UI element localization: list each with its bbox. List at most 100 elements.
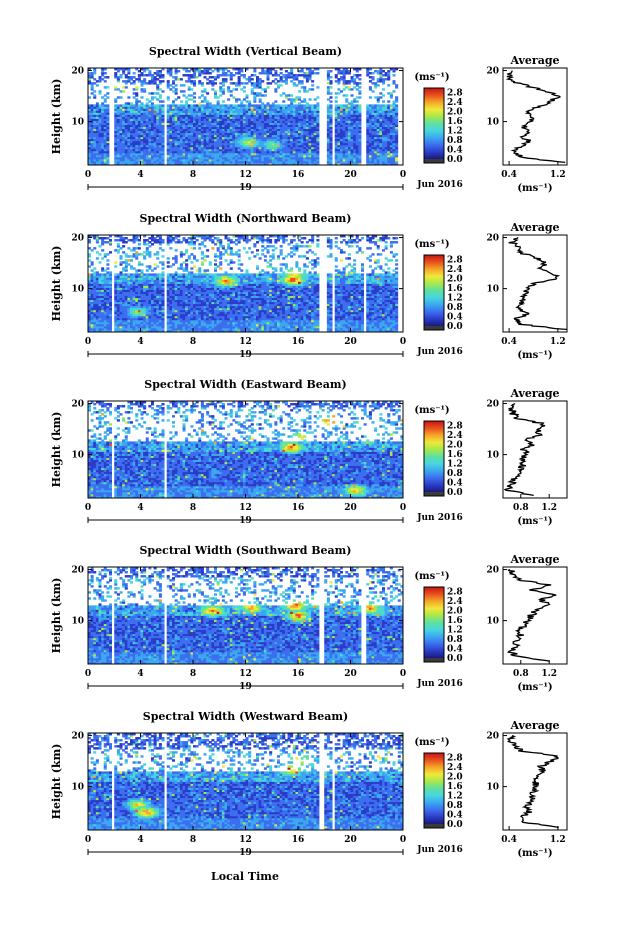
heatmap-cell bbox=[345, 104, 349, 107]
heatmap-cell bbox=[193, 152, 197, 156]
heatmap-cell bbox=[106, 271, 110, 274]
heatmap-cell bbox=[103, 122, 107, 125]
heatmap-cell bbox=[103, 158, 107, 162]
heatmap-cell bbox=[88, 313, 92, 317]
heatmap-cell bbox=[253, 152, 257, 156]
heatmap-cell bbox=[106, 120, 110, 123]
heatmap-cell bbox=[311, 122, 315, 125]
heatmap-cell bbox=[269, 68, 273, 71]
heatmap-cell bbox=[198, 144, 202, 148]
heatmap-cell bbox=[263, 106, 267, 109]
heatmap-cell bbox=[93, 279, 97, 282]
heatmap-cell bbox=[106, 315, 110, 319]
heatmap-cell bbox=[271, 126, 275, 130]
heatmap-cell bbox=[316, 96, 320, 99]
heatmap-cell bbox=[90, 235, 94, 238]
heatmap-cell bbox=[387, 134, 391, 138]
heatmap-cell bbox=[379, 144, 383, 148]
heatmap-cell bbox=[203, 106, 207, 109]
heatmap-cell bbox=[151, 162, 155, 166]
heatmap-cell bbox=[245, 156, 249, 160]
heatmap-cell bbox=[387, 132, 391, 136]
heatmap-cell bbox=[326, 98, 330, 101]
heatmap-cell bbox=[295, 74, 299, 77]
heatmap-cell bbox=[158, 110, 162, 113]
heatmap-cell bbox=[166, 84, 170, 87]
heatmap-cell bbox=[137, 100, 141, 103]
heatmap-cell bbox=[169, 130, 173, 134]
heatmap-cell bbox=[153, 142, 157, 146]
heatmap-cell bbox=[245, 94, 249, 97]
heatmap-cell bbox=[263, 104, 267, 107]
heatmap-cell bbox=[153, 112, 157, 115]
heatmap-cell bbox=[235, 140, 239, 144]
heatmap-cell bbox=[355, 122, 359, 125]
heatmap-cell bbox=[392, 110, 396, 113]
heatmap-cell bbox=[245, 96, 249, 99]
heatmap-cell bbox=[137, 124, 141, 127]
heatmap-cell bbox=[109, 273, 113, 276]
heatmap-cell bbox=[229, 146, 233, 150]
heatmap-cell bbox=[371, 106, 375, 109]
heatmap-cell bbox=[214, 142, 218, 146]
heatmap-cell bbox=[221, 138, 225, 142]
heatmap-cell bbox=[227, 74, 231, 77]
heatmap-cell bbox=[122, 70, 126, 73]
heatmap-cell bbox=[282, 104, 286, 107]
heatmap-cell bbox=[353, 160, 357, 164]
heatmap-cell bbox=[240, 74, 244, 77]
heatmap-cell bbox=[389, 132, 393, 136]
heatmap-cell bbox=[290, 136, 294, 140]
heatmap-cell bbox=[200, 124, 204, 127]
heatmap-cell bbox=[200, 84, 204, 87]
heatmap-cell bbox=[203, 108, 207, 111]
heatmap-cell bbox=[103, 255, 107, 258]
heatmap-cell bbox=[88, 138, 92, 142]
heatmap-cell bbox=[203, 96, 207, 99]
heatmap-cell bbox=[366, 132, 370, 136]
heatmap-cell bbox=[101, 68, 105, 71]
heatmap-cell bbox=[124, 162, 128, 166]
heatmap-cell bbox=[106, 277, 110, 280]
heatmap-cell bbox=[287, 162, 291, 166]
heatmap-cell bbox=[172, 132, 176, 136]
heatmap-cell bbox=[88, 279, 92, 282]
heatmap-cell bbox=[379, 142, 383, 146]
heatmap-cell bbox=[198, 102, 202, 105]
heatmap-cell bbox=[227, 88, 231, 91]
heatmap-cell bbox=[347, 144, 351, 148]
heatmap-cell bbox=[292, 144, 296, 148]
heatmap-cell bbox=[95, 287, 99, 290]
heatmap-cell bbox=[174, 156, 178, 160]
heatmap-cell bbox=[95, 106, 99, 109]
heatmap-cell bbox=[311, 110, 315, 113]
heatmap-cell bbox=[376, 96, 380, 99]
heatmap-cell bbox=[106, 303, 110, 307]
heatmap-cell bbox=[127, 138, 131, 142]
heatmap-cell bbox=[350, 108, 354, 111]
heatmap-cell bbox=[326, 122, 330, 125]
heatmap-cell bbox=[132, 253, 136, 256]
heatmap-cell bbox=[109, 293, 113, 297]
heatmap-cell bbox=[88, 142, 92, 146]
heatmap-cell bbox=[211, 118, 215, 121]
heatmap-cell bbox=[235, 142, 239, 146]
heatmap-cell bbox=[174, 112, 178, 115]
heatmap-cell bbox=[292, 84, 296, 87]
heatmap-cell bbox=[187, 106, 191, 109]
heatmap-cell bbox=[345, 158, 349, 162]
heatmap-cell bbox=[122, 134, 126, 138]
heatmap-cell bbox=[235, 118, 239, 121]
heatmap-cell bbox=[374, 136, 378, 140]
heatmap-cell bbox=[303, 146, 307, 150]
heatmap-cell bbox=[347, 80, 351, 83]
heatmap-cell bbox=[143, 134, 147, 138]
heatmap-cell bbox=[384, 114, 388, 117]
heatmap-cell bbox=[292, 142, 296, 146]
heatmap-cell bbox=[292, 134, 296, 138]
heatmap-cell bbox=[88, 128, 92, 132]
heatmap-cell bbox=[101, 146, 105, 150]
heatmap-cell bbox=[116, 281, 120, 284]
heatmap-cell bbox=[389, 156, 393, 160]
heatmap-cell bbox=[90, 275, 94, 278]
